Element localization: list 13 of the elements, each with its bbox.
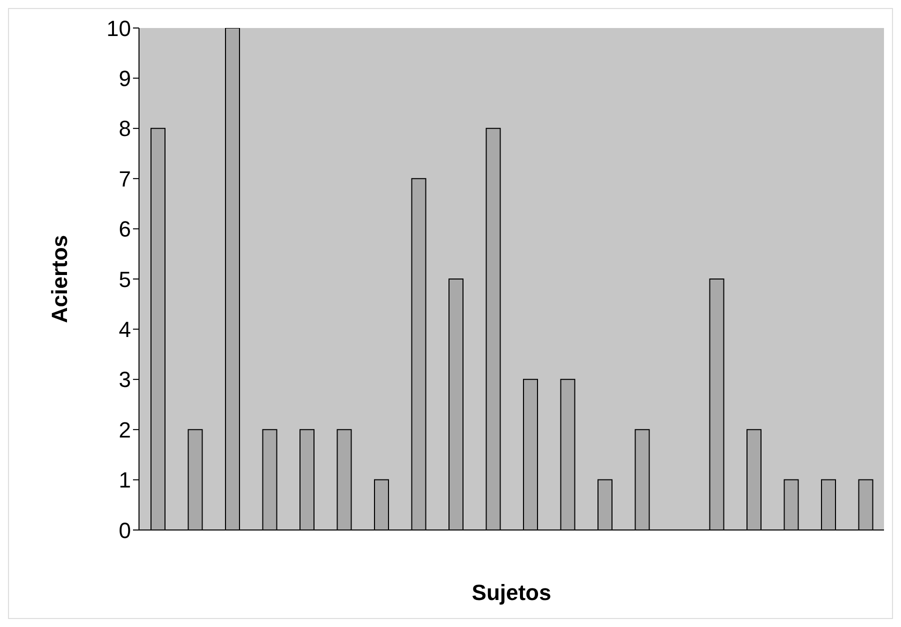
y-tick-label: 7	[118, 166, 131, 192]
y-tick-label: 5	[118, 266, 131, 292]
y-tick-label: 8	[118, 116, 131, 142]
y-tick-label: 1	[118, 468, 131, 493]
y-tick-label: 6	[118, 216, 131, 242]
y-tick-label: 10	[106, 16, 131, 41]
y-tick-label: 9	[118, 66, 131, 92]
y-axis-title: Aciertos	[46, 234, 72, 324]
y-tick-label: 3	[118, 367, 131, 392]
y-tick-label: 4	[118, 317, 131, 342]
x-axis-title: Sujetos	[472, 580, 552, 605]
y-tick-label: 2	[118, 417, 131, 442]
y-tick-label: 0	[118, 518, 131, 543]
